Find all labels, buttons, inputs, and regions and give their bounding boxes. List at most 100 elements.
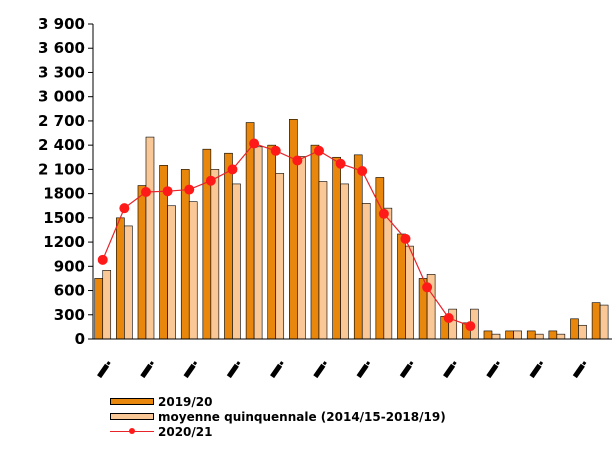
x-tick-glyph [529, 363, 542, 379]
x-tick-glyph [270, 363, 283, 379]
point-2020-21 [249, 138, 260, 149]
bar-2019-20 [397, 233, 406, 340]
y-tick-label: 300 [54, 306, 85, 324]
bar-moyenne [361, 203, 371, 340]
x-tick-glyph [452, 361, 457, 366]
x-tick-mark [97, 361, 111, 379]
y-tick-label: 0 [75, 330, 85, 348]
point-2020-21 [97, 254, 108, 265]
bar-moyenne [318, 181, 328, 340]
bar-moyenne [513, 330, 522, 340]
bar-2019-20 [116, 217, 125, 340]
x-tick-glyph [97, 363, 110, 379]
bar-2019-20 [289, 119, 298, 340]
bar-2019-20 [267, 144, 277, 340]
bar-2019-20 [591, 302, 601, 340]
bar-moyenne [534, 333, 544, 340]
bar-moyenne [578, 324, 587, 340]
y-tick-label: 600 [54, 282, 85, 300]
bar-moyenne [232, 183, 241, 340]
x-tick-mark [313, 361, 327, 379]
x-tick-glyph [322, 361, 327, 366]
bar-2019-20 [224, 152, 233, 340]
y-tick-label: 2 100 [38, 160, 85, 178]
x-axis-ticks [97, 361, 587, 379]
point-2020-21 [422, 282, 433, 293]
x-tick-glyph [538, 361, 544, 366]
x-tick-glyph [409, 361, 414, 366]
point-2020-21 [270, 145, 281, 156]
point-2020-21 [227, 164, 238, 175]
legend-label-2020-21: 2020/21 [158, 424, 213, 439]
bar-moyenne [383, 207, 393, 340]
legend-label-moyenne: moyenne quinquennale (2014/15-2018/19) [158, 409, 446, 424]
point-2020-21 [313, 145, 324, 156]
bars [94, 119, 609, 340]
y-tick-label: 3 600 [38, 39, 85, 57]
bar-2019-20 [310, 144, 320, 340]
x-tick-glyph [486, 363, 499, 379]
x-tick-glyph [226, 363, 239, 379]
point-2020-21 [119, 203, 130, 214]
point-2020-21 [140, 187, 151, 197]
point-2020-21 [357, 166, 368, 176]
bar-moyenne [297, 156, 306, 340]
x-tick-glyph [140, 363, 153, 379]
legend-swatch-2019-20 [110, 398, 154, 405]
bar-moyenne [102, 270, 112, 340]
y-tick-label: 900 [54, 257, 85, 275]
point-2020-21 [205, 175, 216, 186]
x-tick-glyph [313, 363, 326, 379]
series-2020-21-line [97, 138, 476, 332]
x-tick-mark [183, 361, 198, 379]
bar-2019-20 [526, 330, 536, 340]
bar-2019-20 [245, 122, 255, 340]
bar-2019-20 [483, 330, 493, 340]
legend-item-moyenne: moyenne quinquennale (2014/15-2018/19) [110, 409, 446, 424]
line-2020-21 [102, 142, 471, 327]
y-tick-label: 1200 [43, 233, 85, 251]
x-tick-glyph [236, 361, 241, 366]
point-2020-21 [443, 313, 454, 323]
y-tick-label: 2 400 [38, 136, 85, 154]
bar-moyenne [253, 146, 263, 340]
legend-swatch-2020-21 [110, 427, 154, 436]
bar-moyenne [210, 169, 220, 340]
legend-item-2020-21: 2020/21 [110, 424, 446, 439]
bar-moyenne [599, 304, 609, 340]
point-2020-21 [400, 233, 411, 244]
bar-moyenne [405, 245, 414, 340]
bar-moyenne [145, 136, 155, 340]
y-tick-label: 2 700 [38, 112, 85, 130]
x-tick-mark [356, 361, 371, 379]
legend: 2019/20 moyenne quinquennale (2014/15-20… [110, 394, 446, 439]
y-tick-label: 1800 [43, 185, 85, 203]
x-tick-glyph [572, 363, 585, 379]
bar-moyenne [340, 183, 349, 340]
x-tick-mark [399, 361, 414, 379]
bar-2019-20 [353, 154, 363, 340]
y-tick-label: 1500 [43, 209, 85, 227]
point-2020-21 [162, 186, 173, 197]
bar-2019-20 [332, 156, 341, 340]
y-tick-label: 3 000 [38, 88, 85, 106]
x-tick-glyph [106, 361, 111, 366]
bar-2019-20 [548, 330, 558, 340]
point-2020-21 [184, 184, 195, 195]
y-axis-ticks: 0 300 600 900 1200 1500 1800 2 100 2 400 2 700 3 0… [38, 15, 93, 348]
x-tick-glyph [149, 361, 154, 366]
bar-2019-20 [180, 169, 190, 340]
x-tick-glyph [356, 363, 369, 379]
bar-moyenne [188, 201, 198, 340]
x-tick-mark [140, 361, 154, 379]
x-tick-glyph [582, 361, 587, 366]
x-tick-mark [270, 361, 284, 379]
x-tick-mark [443, 361, 457, 379]
x-tick-glyph [365, 361, 371, 366]
legend-swatch-moyenne [110, 413, 154, 420]
x-tick-glyph [279, 361, 284, 366]
bar-2019-20 [94, 278, 104, 340]
point-2020-21 [335, 158, 346, 169]
x-tick-mark [486, 361, 500, 379]
x-tick-mark [572, 361, 587, 379]
